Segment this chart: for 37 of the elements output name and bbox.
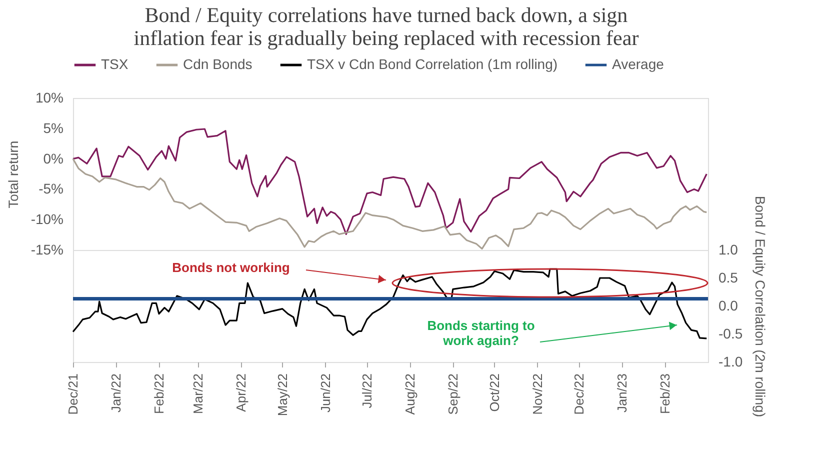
- x-tick-label: Dec/22: [572, 374, 587, 415]
- x-tick-label: Jul/22: [359, 374, 374, 408]
- y2-tick-label: 1.0: [718, 242, 738, 258]
- y2-tick-label: 0.0: [718, 298, 738, 314]
- x-tick-label: Sep/22: [445, 374, 460, 415]
- legend-label: Average: [612, 56, 664, 72]
- legend-label: Cdn Bonds: [183, 56, 252, 72]
- annotation: Bonds not working: [172, 260, 290, 275]
- x-tick-label: May/22: [274, 374, 290, 416]
- x-tick-label: Feb/22: [151, 374, 166, 414]
- legend-label: TSX v Cdn Bond Correlation (1m rolling): [307, 56, 558, 72]
- legend-label: TSX: [101, 56, 129, 72]
- x-tick-label: Apr/22: [233, 374, 248, 412]
- chart-title: Bond / Equity correlations have turned back down, a sign inflation fear is gradually being replaced with recession fear: [134, 3, 639, 50]
- x-tick-label: Oct/22: [486, 374, 502, 412]
- line-series: [72, 128, 708, 235]
- y-tick-label: -5%: [38, 180, 64, 197]
- x-tick-label: Feb/23: [658, 374, 673, 414]
- y-tick-label: -15%: [30, 242, 64, 258]
- y-tick-label: -10%: [30, 211, 64, 228]
- y-tick-label: 10%: [35, 90, 64, 106]
- x-tick-label: Aug/22: [402, 374, 418, 415]
- x-tick-label: Dec/21: [66, 374, 80, 415]
- x-tick-label: Mar/22: [190, 374, 206, 414]
- x-tick-label: Jun/22: [318, 374, 333, 413]
- y2-tick-label: -0.5: [718, 326, 743, 342]
- line-series: [72, 158, 708, 250]
- y-tick-label: 0%: [43, 150, 64, 166]
- y-axis-title: Total return: [6, 140, 21, 208]
- y-tick-label: 5%: [43, 120, 64, 136]
- y2-axis-title: Bond / Equity Correlation (2m rolling): [752, 196, 768, 418]
- x-tick-label: Jan/22: [108, 374, 124, 413]
- x-tick-label: Jan/23: [614, 374, 630, 413]
- y2-tick-label: -1.0: [718, 354, 743, 370]
- annotation: Bonds starting to work again?: [427, 318, 535, 348]
- y2-tick-label: 0.5: [718, 270, 738, 286]
- x-tick-label: Nov/22: [530, 374, 545, 415]
